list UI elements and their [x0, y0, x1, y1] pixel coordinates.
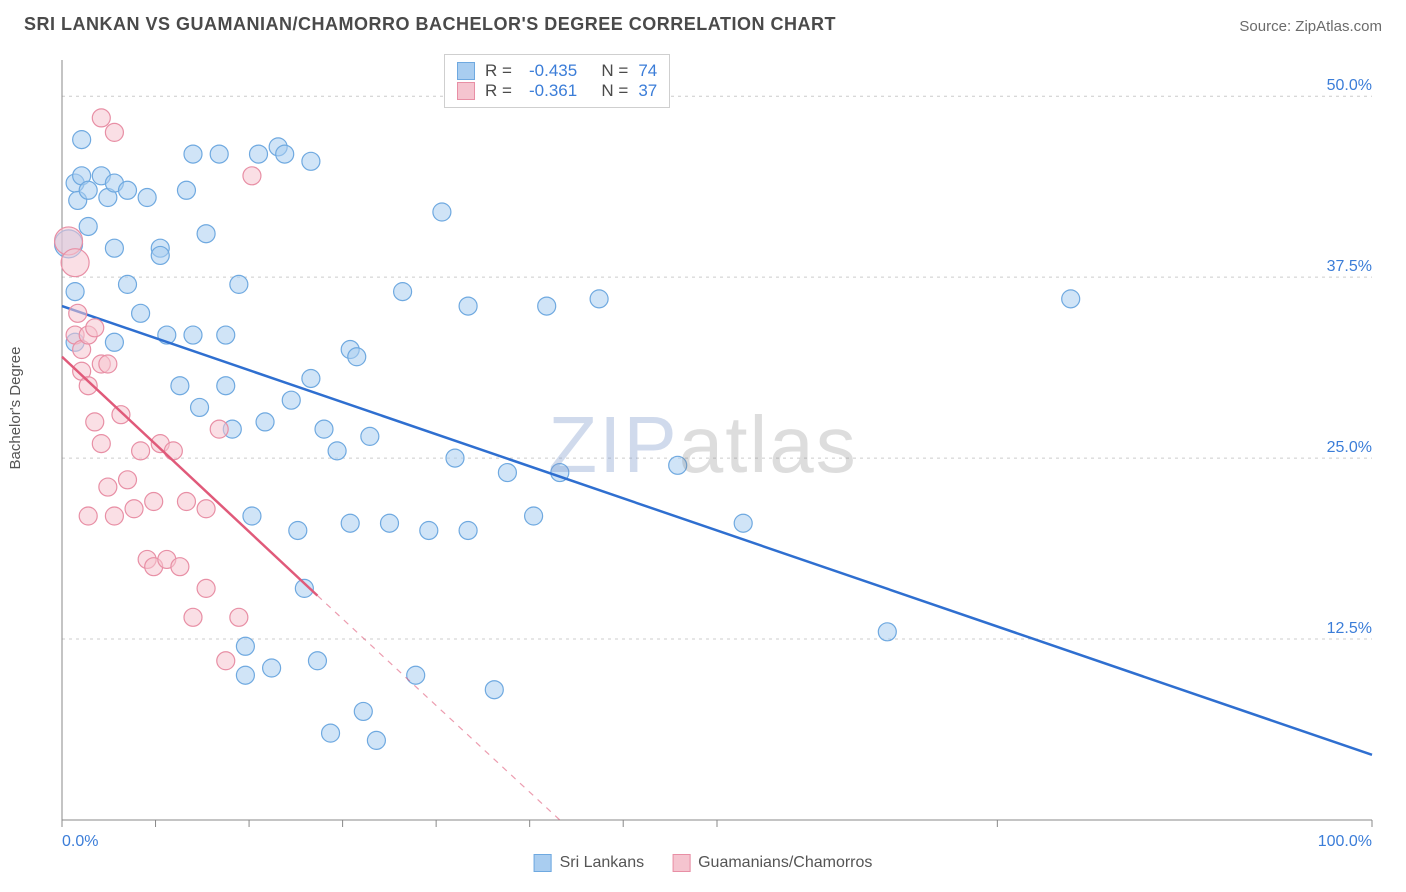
svg-text:37.5%: 37.5%: [1327, 258, 1372, 275]
legend: Sri Lankans Guamanians/Chamorros: [534, 854, 873, 872]
swatch-icon: [457, 62, 475, 80]
header: SRI LANKAN VS GUAMANIAN/CHAMORRO BACHELO…: [0, 0, 1406, 43]
correlation-legend: R = -0.435 N = 74 R = -0.361 N = 37: [444, 54, 670, 108]
svg-text:0.0%: 0.0%: [62, 833, 98, 850]
legend-item: Guamanians/Chamorros: [672, 854, 872, 872]
swatch-icon: [534, 854, 552, 872]
svg-text:12.5%: 12.5%: [1327, 620, 1372, 637]
svg-text:25.0%: 25.0%: [1327, 439, 1372, 456]
correlation-row-2: R = -0.361 N = 37: [457, 81, 657, 101]
swatch-icon: [457, 82, 475, 100]
svg-text:50.0%: 50.0%: [1327, 77, 1372, 94]
legend-item: Sri Lankans: [534, 854, 645, 872]
chart-area: Bachelor's Degree 12.5%25.0%37.5%50.0%0.…: [24, 50, 1382, 872]
chart-title: SRI LANKAN VS GUAMANIAN/CHAMORRO BACHELO…: [24, 14, 836, 35]
y-axis-label: Bachelor's Degree: [7, 347, 24, 470]
svg-text:100.0%: 100.0%: [1318, 833, 1372, 850]
source-label: Source: ZipAtlas.com: [1239, 18, 1382, 35]
scatter-chart: 12.5% 25.0% 37.5% 50.0% 0.0% 100.0%: [24, 50, 1382, 872]
swatch-icon: [672, 854, 690, 872]
correlation-row-1: R = -0.435 N = 74: [457, 61, 657, 81]
